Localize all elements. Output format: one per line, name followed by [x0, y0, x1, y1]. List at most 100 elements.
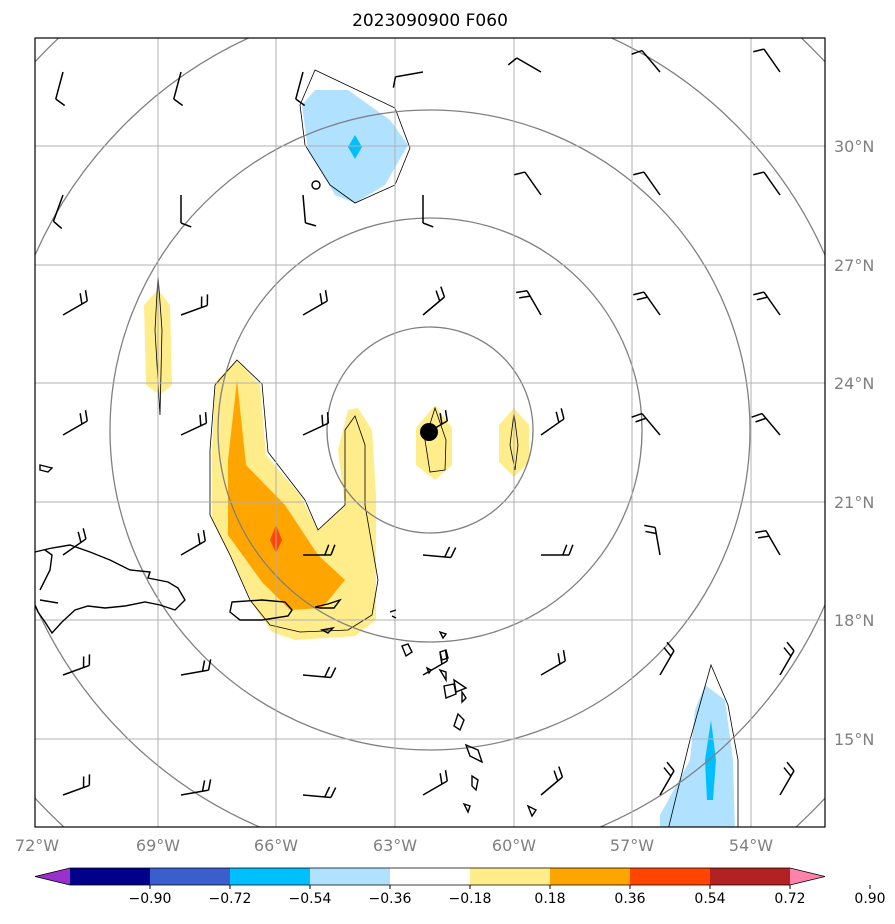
wind-barb — [422, 546, 457, 559]
wind-barb — [62, 410, 88, 436]
plot-frame — [34, 37, 826, 828]
contour-lines — [154, 69, 739, 827]
wind-barb — [62, 654, 91, 676]
wind-barb — [753, 48, 781, 73]
lon-labels: 72°W 69°W 66°W 63°W 60°W 57°W 54°W — [15, 836, 773, 855]
lat-label-27n: 27°N — [834, 256, 874, 275]
coastlines — [35, 180, 538, 818]
lon-label-54w: 54°W — [729, 836, 773, 855]
wind-barb — [302, 786, 337, 799]
colorbar-label: 0.90 — [854, 891, 885, 907]
wind-barb — [422, 286, 446, 316]
colorbar-extend-high — [790, 868, 825, 885]
wind-barb — [62, 528, 87, 556]
wind-barb — [303, 544, 336, 556]
lon-label-63w: 63°W — [373, 836, 417, 855]
wind-barb — [422, 650, 448, 676]
lat-label-15n: 15°N — [834, 730, 874, 749]
colorbar-segment — [150, 868, 231, 885]
colorbar-segment — [710, 868, 791, 885]
wind-barb — [62, 774, 91, 796]
wind-barb — [295, 71, 306, 107]
lat-label-30n: 30°N — [834, 137, 874, 156]
wind-barb — [180, 195, 192, 228]
puerto-rico-coast — [229, 599, 293, 621]
wind-barb — [779, 641, 795, 676]
wind-barb — [755, 530, 781, 556]
colorbar-label: −0.54 — [289, 891, 332, 907]
colorbar-segment — [230, 868, 311, 885]
wind-barb — [633, 291, 661, 316]
wind-barb — [422, 195, 434, 228]
wind-barb — [507, 57, 542, 73]
lat-labels: 30°N 27°N 24°N 21°N 18°N 15°N — [834, 137, 874, 749]
positive-shading — [144, 290, 529, 640]
wind-barb — [779, 761, 795, 796]
wind-barb — [180, 294, 209, 316]
wind-barb — [644, 524, 661, 556]
colorbar-segment — [390, 868, 471, 885]
wind-barbs — [52, 48, 795, 799]
wind-barb — [659, 641, 675, 676]
wind-barb — [633, 171, 661, 196]
wind-barb — [302, 666, 337, 679]
range-ring-2 — [217, 217, 643, 643]
wind-barb — [659, 761, 675, 796]
wind-barb — [514, 171, 542, 196]
range-ring-3 — [109, 109, 751, 751]
wind-barb — [302, 412, 330, 436]
hispaniola-coast — [35, 544, 186, 635]
colorbar: −0.90 −0.72 −0.54 −0.36 −0.18 0.18 0.36 0.54 0.7… — [34, 867, 886, 907]
lat-label-18n: 18°N — [834, 611, 874, 630]
wind-barb — [180, 779, 212, 796]
colorbar-label: −0.72 — [209, 891, 252, 907]
lon-label-69w: 69°W — [136, 836, 180, 855]
wind-barb — [392, 71, 424, 88]
colorbar-segment — [70, 868, 151, 885]
wind-barb — [55, 71, 66, 107]
lat-label-24n: 24°N — [834, 374, 874, 393]
colorbar-label: 0.72 — [774, 891, 805, 907]
colorbar-segment — [630, 868, 711, 885]
gridlines — [35, 38, 825, 827]
colorbar-segment — [470, 868, 551, 885]
wind-barb — [180, 530, 206, 556]
colorbar-outline — [34, 867, 826, 886]
colorbar-label: −0.90 — [129, 891, 172, 907]
range-ring-1 — [326, 326, 534, 534]
wind-barb — [541, 544, 574, 556]
wind-barb — [540, 766, 564, 796]
colorbar-label: 0.54 — [694, 891, 725, 907]
map-title: 2023090900 F060 — [352, 11, 508, 31]
lat-label-21n: 21°N — [834, 493, 874, 512]
wind-barb — [62, 290, 88, 316]
wind-barb — [751, 412, 781, 436]
wind-barb — [422, 770, 448, 796]
wind-barb — [302, 194, 317, 227]
lon-label-66w: 66°W — [254, 836, 298, 855]
wind-barb — [180, 412, 208, 436]
wind-barb — [540, 408, 565, 436]
lon-label-72w: 72°W — [15, 836, 59, 855]
colorbar-label: 0.36 — [614, 891, 645, 907]
wind-barb — [516, 290, 542, 316]
wind-barb — [422, 410, 448, 436]
lon-label-57w: 57°W — [610, 836, 654, 855]
wind-barb — [173, 71, 184, 107]
wind-barb — [302, 290, 328, 316]
wind-barb — [180, 659, 212, 676]
wind-barb — [631, 412, 661, 436]
colorbar-extend-low — [35, 868, 70, 885]
wind-barb — [753, 291, 781, 316]
colorbar-label: −0.18 — [449, 891, 492, 907]
colorbar-segment — [310, 868, 391, 885]
wind-barb — [540, 650, 566, 676]
colorbar-label: −0.36 — [369, 891, 412, 907]
colorbar-label: 0.18 — [534, 891, 565, 907]
wind-barb — [753, 171, 781, 196]
lon-label-60w: 60°W — [492, 836, 536, 855]
wind-barb — [52, 194, 64, 230]
